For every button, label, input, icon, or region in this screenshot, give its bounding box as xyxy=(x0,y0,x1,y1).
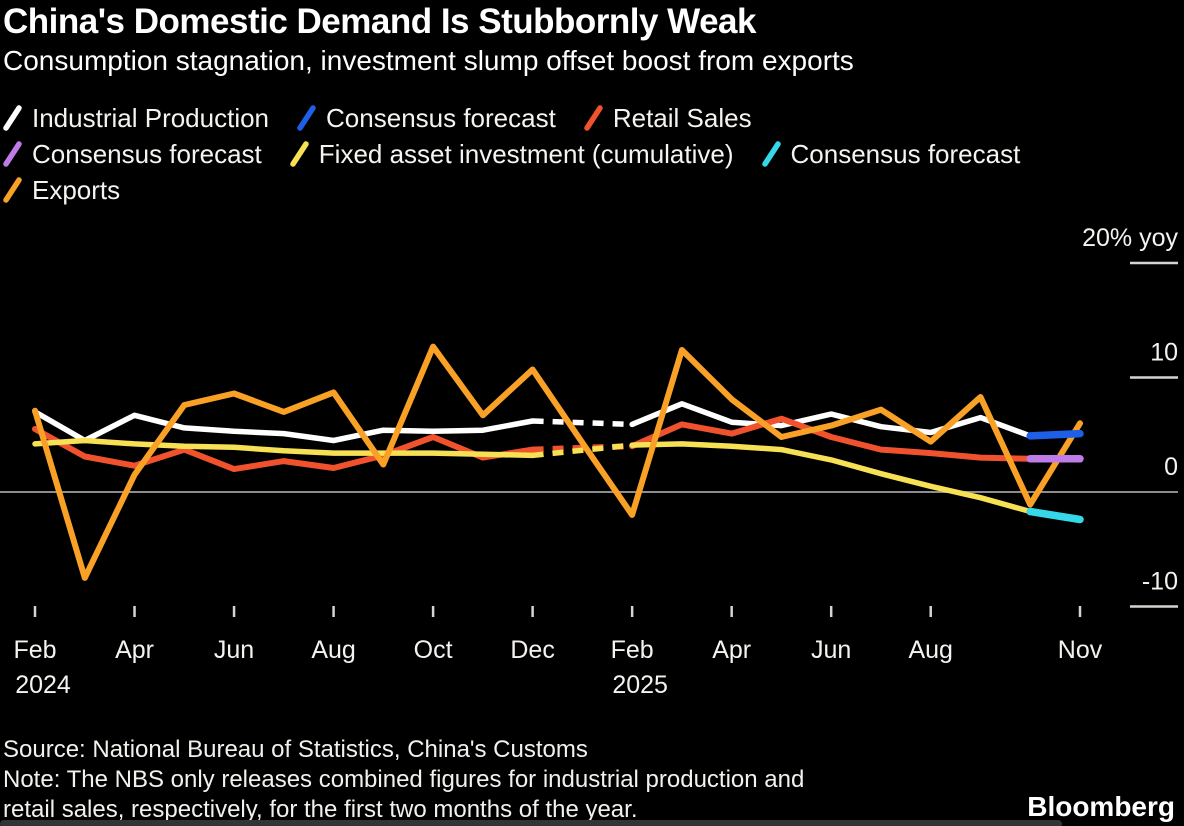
series-exports xyxy=(32,343,1083,581)
x-axis: Feb Apr Jun Aug Oct Dec Feb Apr Jun Aug Nov 2024 202… xyxy=(13,606,1103,699)
x-tick-label: Nov xyxy=(1058,636,1103,664)
legend-slash-icon xyxy=(584,105,603,131)
legend-item: Consensus forecast xyxy=(3,139,262,170)
x-tick-label: Feb xyxy=(611,636,654,664)
legend-item: Consensus forecast xyxy=(297,103,556,134)
series-industrial-production xyxy=(32,401,1033,444)
legend-row: Industrial Production Consensus forecast R… xyxy=(3,100,1181,136)
legend-label: Fixed asset investment (cumulative) xyxy=(318,138,734,169)
legend-slash-icon xyxy=(297,105,316,131)
legend-slash-icon xyxy=(3,105,22,131)
x-tick-label: Jun xyxy=(811,636,851,664)
legend-row: Exports xyxy=(3,172,1181,208)
x-tick-label: Apr xyxy=(115,636,154,664)
y-tick-label: 10 xyxy=(1150,339,1178,367)
legend-item: Industrial Production xyxy=(3,103,269,134)
y-tick-label: -10 xyxy=(1142,568,1178,596)
x-year-label: 2025 xyxy=(612,671,668,699)
legend-label: Consensus forecast xyxy=(32,138,262,169)
note-line-1: Note: The NBS only releases combined fig… xyxy=(3,766,805,793)
legend-slash-icon xyxy=(3,141,22,167)
bottom-bar xyxy=(0,820,1062,826)
note-line-2: retail sales, respectively, for the firs… xyxy=(3,796,638,823)
legend-label: Retail Sales xyxy=(612,102,752,133)
x-tick-label: Jun xyxy=(214,636,254,664)
legend-slash-icon xyxy=(290,141,309,167)
x-tick-label: Dec xyxy=(510,636,554,664)
legend-slash-icon xyxy=(3,177,22,203)
legend-label: Consensus forecast xyxy=(326,102,556,133)
x-tick-label: Feb xyxy=(13,636,56,664)
legend-item: Exports xyxy=(3,175,120,206)
legend-item: Retail Sales xyxy=(584,103,752,134)
chart-title: China's Domestic Demand Is Stubbornly We… xyxy=(3,2,756,41)
source-text: Source: National Bureau of Statistics, C… xyxy=(3,736,588,763)
x-tick-label: Aug xyxy=(908,636,952,664)
forecast-fixed-asset-investment-cumulative- xyxy=(1026,507,1084,524)
legend: Industrial Production Consensus forecast R… xyxy=(3,100,1181,208)
legend-label: Consensus forecast xyxy=(790,138,1021,169)
y-axis: 20% yoy 10 0 -10 xyxy=(0,224,1178,608)
legend-row: Consensus forecast Fixed asset investment… xyxy=(3,136,1181,172)
x-tick-label: Aug xyxy=(311,636,355,664)
y-tick-label: 20% yoy xyxy=(1082,224,1178,252)
legend-item: Fixed asset investment (cumulative) xyxy=(290,139,734,170)
chart-subtitle: Consumption stagnation, investment slump… xyxy=(3,45,854,76)
x-year-label: 2024 xyxy=(15,671,71,699)
x-tick-label: Oct xyxy=(414,636,453,664)
footer: Source: National Bureau of Statistics, C… xyxy=(3,735,804,825)
x-tick-label: Apr xyxy=(712,636,751,664)
legend-slash-icon xyxy=(761,141,781,167)
forecast-industrial-production xyxy=(1026,429,1084,440)
legend-label: Exports xyxy=(32,174,121,205)
y-tick-label: 0 xyxy=(1164,453,1178,481)
legend-item: Consensus forecast xyxy=(761,138,1021,170)
series-fixed-asset-investment-cumulative- xyxy=(32,437,1033,515)
legend-label: Industrial Production xyxy=(32,102,270,133)
bloomberg-logo: Bloomberg xyxy=(1027,791,1175,822)
